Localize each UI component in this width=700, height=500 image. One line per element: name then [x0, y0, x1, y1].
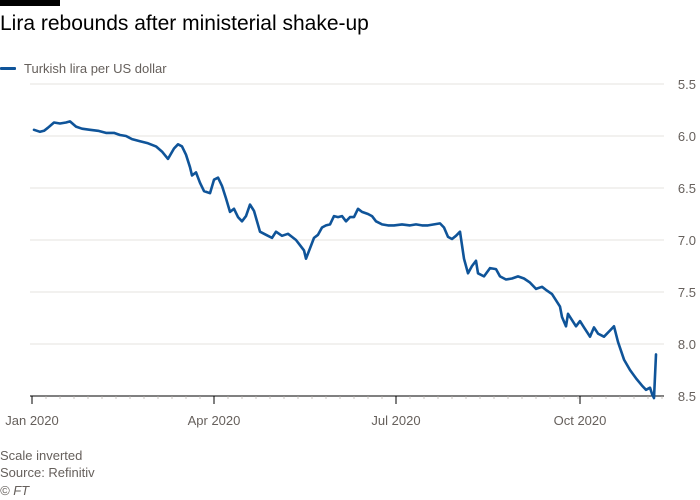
- y-axis: 5.5 6.0 6.5 7.0 7.5 8.0 8.5: [678, 77, 696, 404]
- legend: Turkish lira per US dollar: [0, 60, 167, 76]
- x-tick-label: Oct 2020: [554, 413, 607, 428]
- footnote: Scale inverted: [0, 448, 83, 463]
- legend-swatch: [0, 66, 16, 70]
- x-tick-label: Jan 2020: [5, 413, 59, 428]
- line-chart: 5.5 6.0 6.5 7.0 7.5 8.0 8.5 Jan 2020 Apr 2020 Ju…: [5, 77, 696, 428]
- y-tick-label: 7.5: [678, 285, 696, 300]
- chart-title: Lira rebounds after ministerial shake-up: [0, 12, 369, 35]
- y-tick-label: 6.5: [678, 181, 696, 196]
- brand-bar: [0, 0, 60, 6]
- series-line: [32, 120, 658, 400]
- legend-label: Turkish lira per US dollar: [24, 60, 167, 76]
- grid: [30, 83, 664, 345]
- y-tick-label: 5.5: [678, 77, 696, 92]
- x-axis: Jan 2020 Apr 2020 Jul 2020 Oct 2020: [5, 395, 664, 428]
- y-tick-label: 8.0: [678, 337, 696, 352]
- source-note: Source: Refinitiv: [0, 465, 95, 480]
- y-tick-label: 6.0: [678, 129, 696, 144]
- x-tick-label: Apr 2020: [188, 413, 241, 428]
- credit-note: © FT: [0, 483, 30, 498]
- x-tick-label: Jul 2020: [371, 413, 420, 428]
- y-tick-label: 8.5: [678, 389, 696, 404]
- y-tick-label: 7.0: [678, 233, 696, 248]
